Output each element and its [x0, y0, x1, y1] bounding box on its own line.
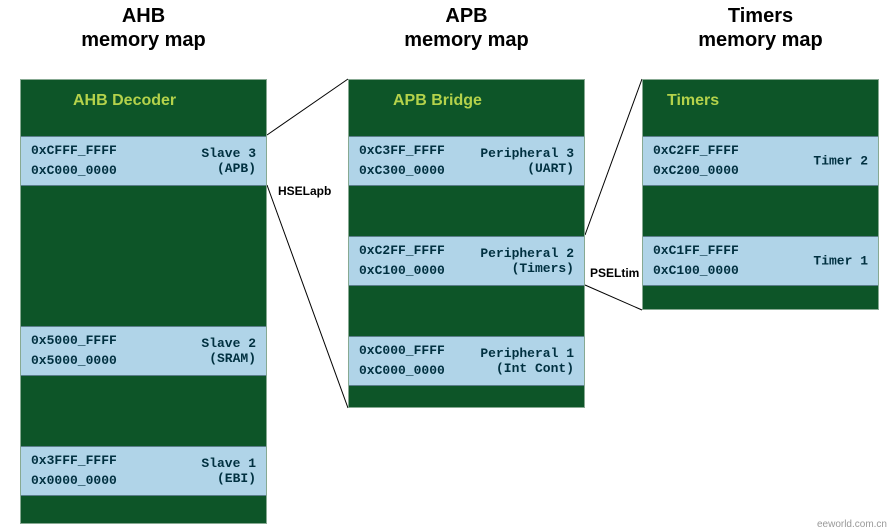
timers-header: Timers — [643, 80, 878, 122]
apb-p2-region: 0xC2FF_FFFF 0xC100_0000 Peripheral 2 (Ti… — [349, 236, 584, 286]
timer2-label: Timer 2 — [813, 154, 868, 169]
timer1-region: 0xC1FF_FFFF 0xC100_0000 Timer 1 — [643, 236, 878, 286]
ahb-slave3-label: Slave 3 (APB) — [201, 146, 256, 176]
ahb-slave1-label: Slave 1 (EBI) — [201, 456, 256, 486]
ahb-slave2-region: 0x5000_FFFF 0x5000_0000 Slave 2 (SRAM) — [21, 326, 266, 376]
psel-label: PSELtim — [590, 266, 639, 280]
apb-p1-region: 0xC000_FFFF 0xC000_0000 Peripheral 1 (In… — [349, 336, 584, 386]
apb-p2-label: Peripheral 2 (Timers) — [480, 246, 574, 276]
apb-p3-region: 0xC3FF_FFFF 0xC300_0000 Peripheral 3 (UA… — [349, 136, 584, 186]
apb-title: APB memory map — [348, 4, 585, 52]
apb-p1-label: Peripheral 1 (Int Cont) — [480, 346, 574, 376]
ahb-title: AHB memory map — [20, 4, 267, 52]
timer1-label: Timer 1 — [813, 254, 868, 269]
timer2-region: 0xC2FF_FFFF 0xC200_0000 Timer 2 — [643, 136, 878, 186]
timers-box: Timers 0xC2FF_FFFF 0xC200_0000 Timer 2 0… — [642, 79, 879, 310]
hsel-label: HSELapb — [278, 184, 331, 198]
ahb-slave3-region: 0xCFFF_FFFF 0xC000_0000 Slave 3 (APB) — [21, 136, 266, 186]
timers-title: Timers memory map — [642, 4, 879, 52]
ahb-slave2-label: Slave 2 (SRAM) — [201, 336, 256, 366]
ahb-header: AHB Decoder — [21, 80, 266, 122]
ahb-slave1-region: 0x3FFF_FFFF 0x0000_0000 Slave 1 (EBI) — [21, 446, 266, 496]
ahb-decoder-box: AHB Decoder 0xCFFF_FFFF 0xC000_0000 Slav… — [20, 79, 267, 524]
apb-header: APB Bridge — [349, 80, 584, 122]
apb-p3-label: Peripheral 3 (UART) — [480, 146, 574, 176]
watermark: eeworld.com.cn — [817, 519, 887, 530]
apb-bridge-box: APB Bridge 0xC3FF_FFFF 0xC300_0000 Perip… — [348, 79, 585, 408]
